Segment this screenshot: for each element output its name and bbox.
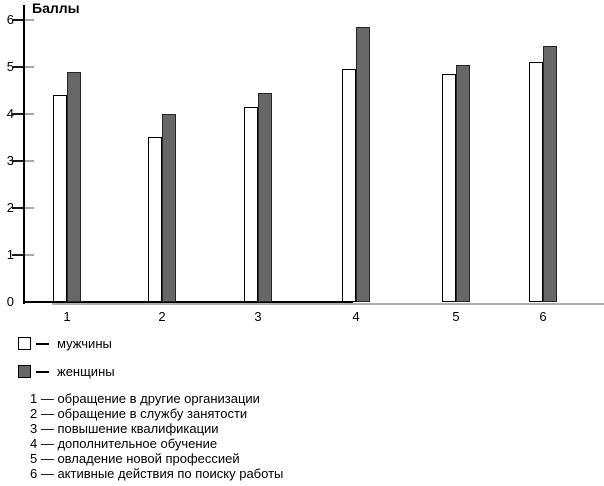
category-key-item-4: 4 — дополнительное обучение	[30, 436, 218, 451]
y-axis-tick-shadow	[25, 207, 34, 209]
y-axis-tick	[12, 66, 24, 68]
y-axis-tick	[12, 160, 24, 162]
x-axis-category-label: 6	[539, 309, 547, 324]
y-axis-tick-label: 5	[6, 59, 14, 74]
category-key-list: 1 — обращение в другие организации 2 — о…	[30, 391, 283, 481]
y-axis-tick	[12, 113, 24, 115]
legend-dash-icon	[36, 370, 49, 373]
bar-women-3	[258, 93, 272, 302]
legend-dash-icon	[36, 342, 49, 345]
legend-item-women: женщины	[18, 365, 115, 378]
x-axis-line	[23, 301, 353, 303]
bar-men-4	[342, 69, 356, 302]
y-axis-tick	[12, 19, 24, 21]
legend-label-men: мужчины	[57, 336, 112, 351]
bar-men-1	[53, 95, 67, 302]
women-swatch-icon	[18, 365, 31, 378]
bar-women-5	[456, 65, 470, 302]
category-key-item-3: 3 — повышение квалификации	[30, 421, 219, 436]
bar-men-3	[244, 107, 258, 302]
x-axis-category-label: 1	[63, 309, 71, 324]
y-axis-tick-label: 1	[6, 247, 14, 262]
x-axis-category-label: 5	[452, 309, 460, 324]
y-axis-tick	[12, 254, 24, 256]
bar-women-2	[162, 114, 176, 302]
category-key-item-6: 6 — активные действия по поиску работы	[30, 466, 284, 481]
men-swatch-icon	[18, 337, 31, 350]
y-axis-tick-shadow	[25, 160, 34, 162]
y-axis-tick-shadow	[25, 113, 34, 115]
legend-label-women: женщины	[57, 364, 115, 379]
bar-men-5	[442, 74, 456, 302]
y-axis-tick-label: 3	[6, 153, 14, 168]
x-axis-category-label: 2	[158, 309, 166, 324]
y-axis-tick-shadow	[25, 66, 34, 68]
category-key-item-5: 5 — овладение новой профессией	[30, 451, 240, 466]
y-axis-title: Баллы	[32, 0, 80, 16]
y-axis-tick-label: 6	[6, 12, 14, 27]
bar-men-2	[148, 137, 162, 302]
bar-women-1	[67, 72, 81, 302]
y-axis-tick-label: 0	[6, 294, 14, 309]
legend-item-men: мужчины	[18, 337, 115, 350]
x-axis-shadow-line	[52, 303, 604, 305]
bar-women-4	[356, 27, 370, 302]
x-axis-category-label: 3	[254, 309, 262, 324]
y-axis-tick-label: 2	[6, 200, 14, 215]
y-axis-tick-label: 4	[6, 106, 14, 121]
category-key-item-2: 2 — обращение в службу занятости	[30, 406, 248, 421]
y-axis-tick	[12, 207, 24, 209]
y-axis-line	[23, 5, 25, 304]
category-key-item-1: 1 — обращение в другие организации	[30, 391, 260, 406]
y-axis-tick-shadow	[25, 19, 34, 21]
chart-legend: мужчины женщины	[18, 337, 115, 393]
x-axis-category-label: 4	[352, 309, 360, 324]
bar-women-6	[543, 46, 557, 302]
bar-men-6	[529, 62, 543, 302]
y-axis-tick-shadow	[25, 254, 34, 256]
